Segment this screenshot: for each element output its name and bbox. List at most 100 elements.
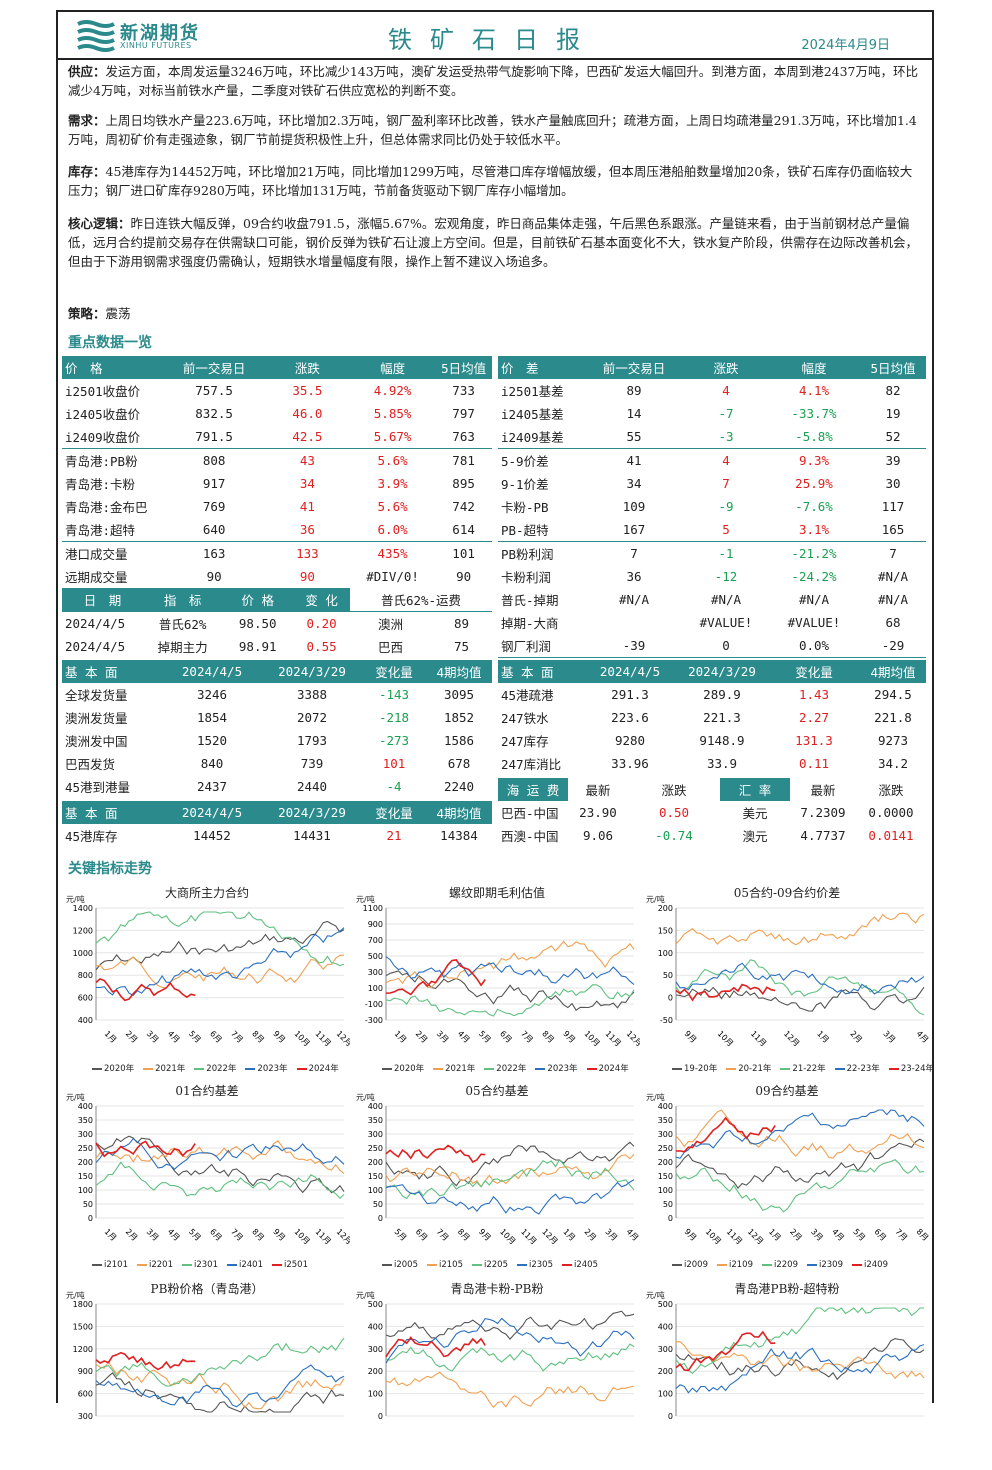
y-tick-label: 100: [368, 1186, 383, 1195]
table-row: 卡粉-PB 109 -9 -7.6% 117: [498, 495, 926, 518]
legend-item: i2205: [472, 1260, 508, 1270]
table-row: PB粉利润 7 -1 -21.2% 7: [498, 542, 926, 566]
header-cell: 最新: [810, 783, 836, 798]
chart-plot: 400 350 300 250 200 150 100 50 0 1月 2月 3月 4月 5月 6月 7月 8月…: [78, 1102, 350, 1246]
row-label: 45港库存: [65, 829, 118, 844]
table-row: 澳洲发中国 1520 1793 -273 1586: [62, 729, 492, 752]
legend-item: 21-22年: [780, 1064, 826, 1074]
logic-label: 核心逻辑：: [68, 216, 131, 231]
y-tick-label: 400: [78, 1102, 93, 1111]
table-row: i2405收盘价 832.5 46.0 5.85% 797: [62, 402, 492, 425]
strategy-label: 策略：: [68, 306, 106, 321]
y-tick-label: 300: [78, 1412, 93, 1421]
y-tick-label: 250: [368, 1144, 383, 1153]
legend-item: i2009: [672, 1260, 708, 1270]
chart-legend: 2020年 2021年 2022年 2023年 2024年: [92, 1062, 348, 1074]
x-tick-label: 11月: [725, 1227, 744, 1246]
demand-label: 需求：: [68, 113, 106, 128]
demand-text: 上周日均铁水产量223.6万吨，环比增加2.3万吨，钢厂盈利率环比改善，铁水产量…: [68, 113, 917, 147]
row-label: 西澳-中国: [501, 829, 559, 844]
table-cell: 294.5: [874, 687, 912, 702]
table-cell: [584, 611, 684, 634]
y-tick-label: 0: [88, 1214, 93, 1223]
series-line: [95, 927, 345, 996]
table-row: 247库存 9280 9148.9 131.3 9273: [498, 729, 926, 752]
legend-item: 2020年: [382, 1064, 424, 1074]
table-cell: #N/A: [710, 592, 742, 607]
table-cell: 163: [202, 546, 226, 561]
table-cell: 9.3%: [798, 453, 830, 468]
row-label: 247库消比: [501, 757, 562, 772]
y-tick-label: 300: [368, 968, 383, 977]
legend-item: 2023年: [535, 1064, 578, 1074]
table-cell: 52: [860, 425, 926, 449]
supply-label: 供应：: [68, 64, 106, 79]
table-cell: 36: [264, 518, 350, 542]
legend-item: i2301: [182, 1260, 218, 1270]
row-label: 45港到港量: [65, 780, 131, 795]
table-row: 巴西发货 840 739 101 678: [62, 752, 492, 775]
table-cell: 掉期主力: [157, 640, 208, 655]
x-tick-label: 9月: [477, 1227, 493, 1243]
header-cell: 变化量: [362, 801, 426, 824]
y-tick-label: 400: [368, 1102, 383, 1111]
chart-plot: 500 400 300 200 100 0: [368, 1300, 635, 1421]
table-cell: 9148.9: [699, 733, 745, 748]
chart-plot: 400 350 300 250 200 150 100 50 0 9月 10月 11月 12月 1月 2月 3…: [658, 1102, 930, 1246]
legend-item: 23-24年: [888, 1064, 934, 1074]
row-label: 普氏-掉期: [501, 593, 559, 608]
x-tick-label: 6月: [208, 1029, 224, 1045]
logo-text-en: XINHU FUTURES: [120, 41, 192, 50]
table-row: 巴西-中国 23.90 0.50 美元 7.2309 0.0000: [498, 801, 926, 824]
legend-item: 2024年: [586, 1064, 629, 1074]
legend-item: 2022年: [484, 1064, 526, 1074]
legend-swatch-icon: [672, 1067, 682, 1070]
y-tick-label: 300: [78, 1130, 93, 1139]
x-tick-label: 3月: [435, 1029, 451, 1045]
x-tick-label: 11月: [313, 1227, 332, 1246]
header-cell: 4期均值: [426, 660, 492, 683]
chart-unit: 元/吨: [356, 895, 375, 904]
x-tick-label: 4月: [166, 1227, 182, 1243]
table-header-row: 价 格前一交易日 涨跌 幅度 5日均值: [62, 356, 492, 379]
row-label: PB-超特: [498, 518, 584, 542]
table-cell: -5.8%: [768, 425, 860, 449]
row-label: 青岛港:PB粉: [65, 454, 138, 469]
row-label: 全球发货量: [65, 688, 128, 703]
row-label: 2024/4/5: [65, 615, 126, 631]
legend-item: i2501: [272, 1260, 308, 1270]
table-row: i2501收盘价 757.5 35.5 4.92% 733: [62, 379, 492, 402]
x-tick-label: 10月: [498, 1227, 517, 1246]
y-tick-label: 400: [368, 1322, 383, 1331]
table-row: 卡粉利润 36 -12 -24.2% #N/A: [498, 565, 926, 588]
series-line: [675, 1338, 925, 1381]
table-cell: 14384: [440, 828, 478, 843]
legend-swatch-icon: [726, 1067, 737, 1070]
y-tick-label: 600: [78, 994, 93, 1003]
legend-swatch-icon: [834, 1067, 845, 1070]
legend-item: i2409: [852, 1260, 888, 1270]
table-cell: 14452: [193, 828, 231, 843]
header-cell: 价 格: [62, 356, 164, 379]
series-line: [95, 1351, 196, 1371]
table-cell: 14: [626, 406, 642, 421]
y-tick-label: 200: [78, 1158, 93, 1167]
price-table: 价 格前一交易日 涨跌 幅度 5日均值 i2501收盘价 757.5 35.5 4.92% 73…: [62, 356, 492, 588]
x-tick-label: 5月: [187, 1029, 203, 1045]
table-cell: 35.5: [292, 383, 323, 398]
table-cell: #N/A: [877, 569, 909, 584]
table-cell: -1: [718, 546, 734, 561]
header-cell: 最新: [585, 783, 611, 798]
x-tick-label: 10月: [292, 1029, 311, 1048]
x-tick-label: 12月: [335, 1029, 350, 1048]
x-tick-label: 1月: [393, 1029, 409, 1045]
brand-logo: 新湖期货 XINHU FUTURES: [76, 18, 216, 54]
x-tick-label: 12月: [625, 1029, 640, 1048]
supply-paragraph: 供应：发运方面，本周发运量3246万吨，环比减少143万吨，澳矿发运受热带气旋影…: [68, 62, 920, 100]
row-label: 青岛港:超特: [62, 518, 164, 542]
y-tick-label: 50: [83, 1200, 93, 1209]
x-tick-label: 1月: [767, 1227, 783, 1243]
table-cell: 1854: [196, 710, 228, 725]
row-label: i2409基差: [498, 425, 584, 449]
table-cell: 4.1%: [798, 383, 830, 398]
